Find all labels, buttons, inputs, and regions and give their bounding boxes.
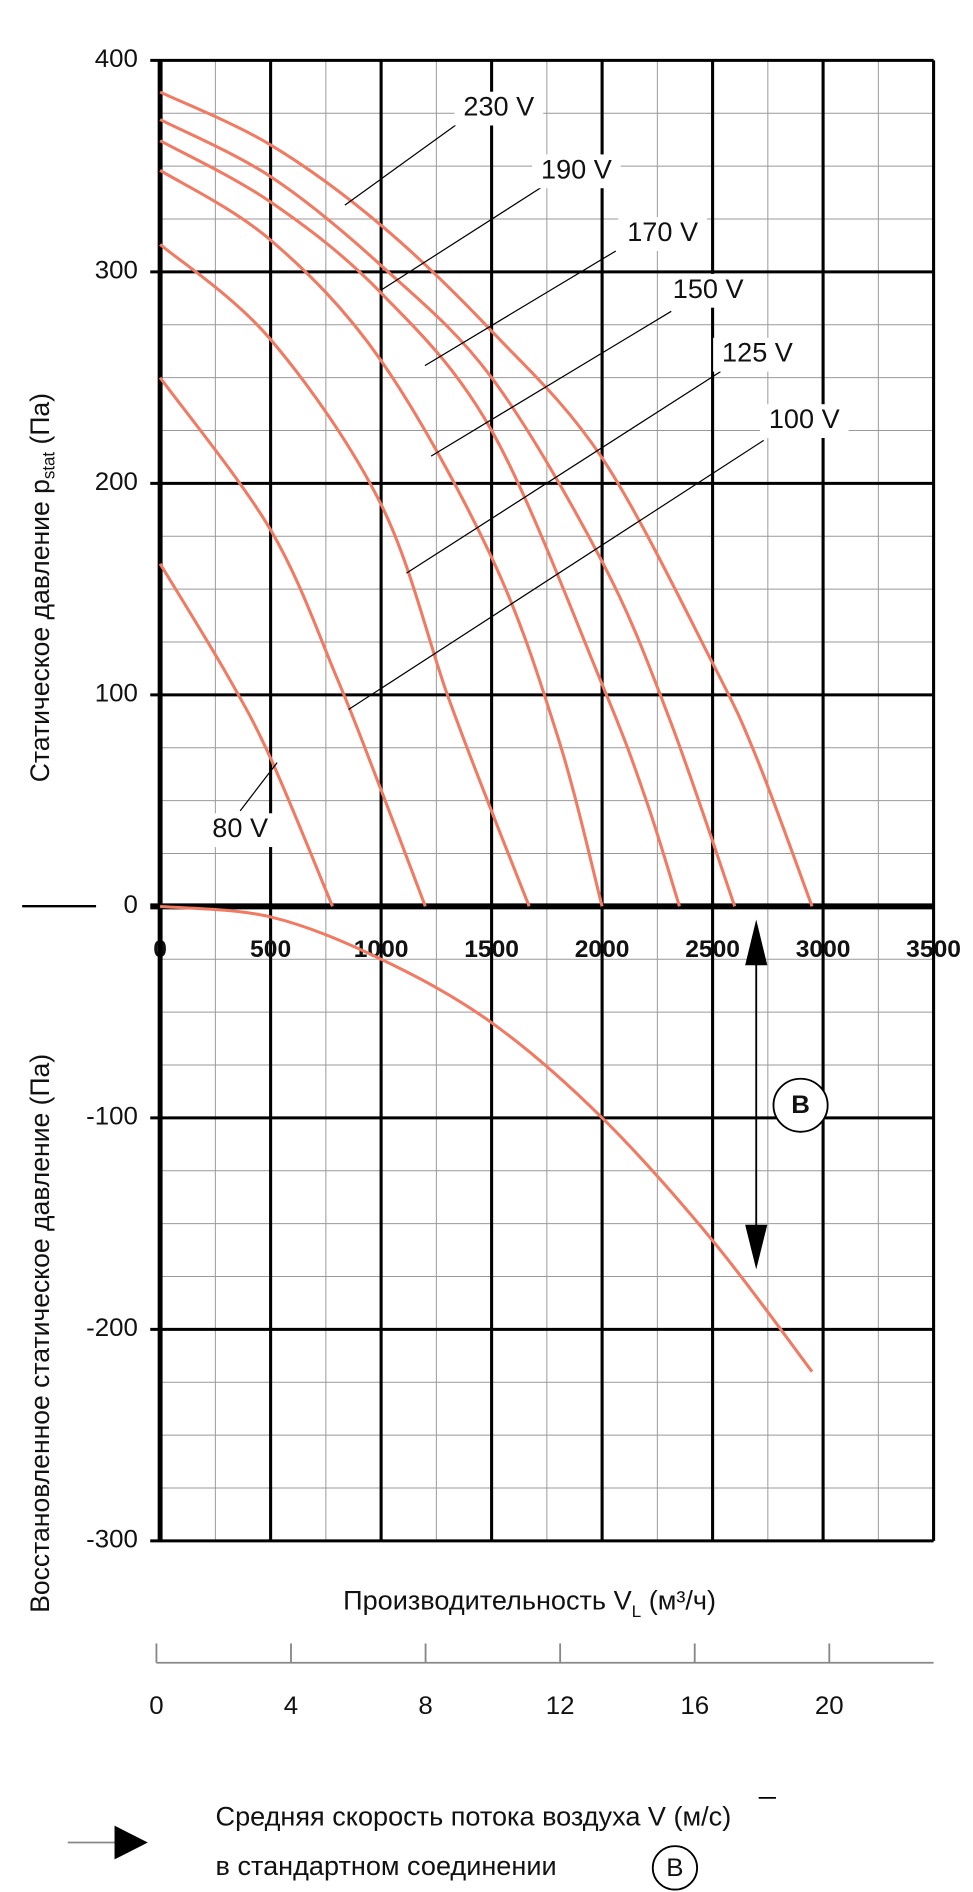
- series-label: 80 V: [212, 813, 268, 843]
- legend-symbol: B: [666, 1854, 683, 1882]
- label-bg: [195, 813, 285, 848]
- label-bg: [454, 91, 544, 126]
- label-bg: [618, 217, 707, 251]
- x-tick-label: 2000: [575, 936, 630, 963]
- leader-line: [348, 439, 764, 711]
- annotation-circle: [772, 1077, 829, 1133]
- label-bg: [532, 154, 621, 189]
- curve: [159, 169, 604, 907]
- y-tick-label: 0: [124, 891, 138, 919]
- legend-arrow: [114, 1825, 148, 1860]
- label-part: (м³/ч): [641, 1586, 716, 1616]
- label-part: Статическое давление p: [25, 479, 55, 782]
- velocity-tick-label: 16: [680, 1692, 709, 1720]
- leader-line: [424, 250, 617, 367]
- velocity-tick-label: 0: [149, 1692, 163, 1720]
- legend-text: в стандартном соединении: [216, 1851, 557, 1881]
- velocity-tick-label: 12: [546, 1692, 575, 1720]
- leader-line: [406, 371, 721, 574]
- label-bg: [759, 404, 849, 439]
- x-tick-label: 2500: [685, 936, 740, 963]
- curve: [159, 139, 681, 907]
- velocity-tick-label: 8: [418, 1692, 432, 1720]
- plot: 0500100015002000250030003500-300-200-100…: [86, 45, 961, 1720]
- curve: [159, 243, 531, 907]
- y-tick-label: 400: [95, 45, 138, 73]
- curve: [159, 118, 737, 907]
- y-tick-label: 300: [95, 257, 138, 285]
- leader-line: [381, 186, 543, 291]
- y-tick-label: -100: [86, 1103, 138, 1131]
- series-label: 100 V: [769, 404, 840, 434]
- label-part: Производительность V: [343, 1586, 632, 1616]
- series-label: 230 V: [463, 92, 534, 122]
- curve: [159, 904, 814, 1373]
- series-label: 150 V: [673, 274, 744, 304]
- x-tick-label: 3000: [796, 936, 851, 963]
- arrow-head: [745, 1224, 768, 1270]
- y-tick-label: -200: [86, 1314, 138, 1342]
- series-label: 190 V: [541, 155, 612, 185]
- leader-line: [430, 310, 672, 457]
- y-tick-label: 200: [95, 468, 138, 496]
- x-axis-label: Производительность VL (м³/ч): [343, 1586, 716, 1621]
- label-bg: [663, 273, 753, 308]
- series-label: 125 V: [722, 338, 793, 368]
- label-part: (Па): [25, 393, 55, 452]
- x-tick-label: 500: [250, 936, 291, 963]
- x-tick-label: 3500: [906, 936, 961, 963]
- arrow-head: [745, 919, 768, 966]
- y-tick-label: -300: [86, 1526, 138, 1554]
- label-sub: L: [632, 1602, 642, 1621]
- y-axis-label-lower: Восстановленное статическое давление (Па…: [25, 1054, 55, 1613]
- leader-line: [239, 762, 278, 812]
- curve: [158, 562, 334, 907]
- series-label: 170 V: [627, 217, 698, 247]
- velocity-tick-label: 20: [815, 1692, 844, 1720]
- leader-line: [344, 120, 463, 206]
- y-tick-label: 100: [95, 680, 138, 708]
- curve: [158, 376, 427, 907]
- y-axis-label-upper: Статическое давление pstat (Па): [25, 393, 58, 782]
- x-tick-label: 1500: [464, 936, 519, 963]
- label-sub: stat: [39, 452, 58, 479]
- legend-text: Средняя скорость потока воздуха V (м/с): [216, 1802, 732, 1832]
- label-bg: [713, 337, 802, 372]
- legend-circle: [651, 1845, 699, 1891]
- curve: [159, 90, 814, 907]
- annotation: B: [791, 1091, 810, 1119]
- velocity-tick-label: 4: [284, 1692, 298, 1720]
